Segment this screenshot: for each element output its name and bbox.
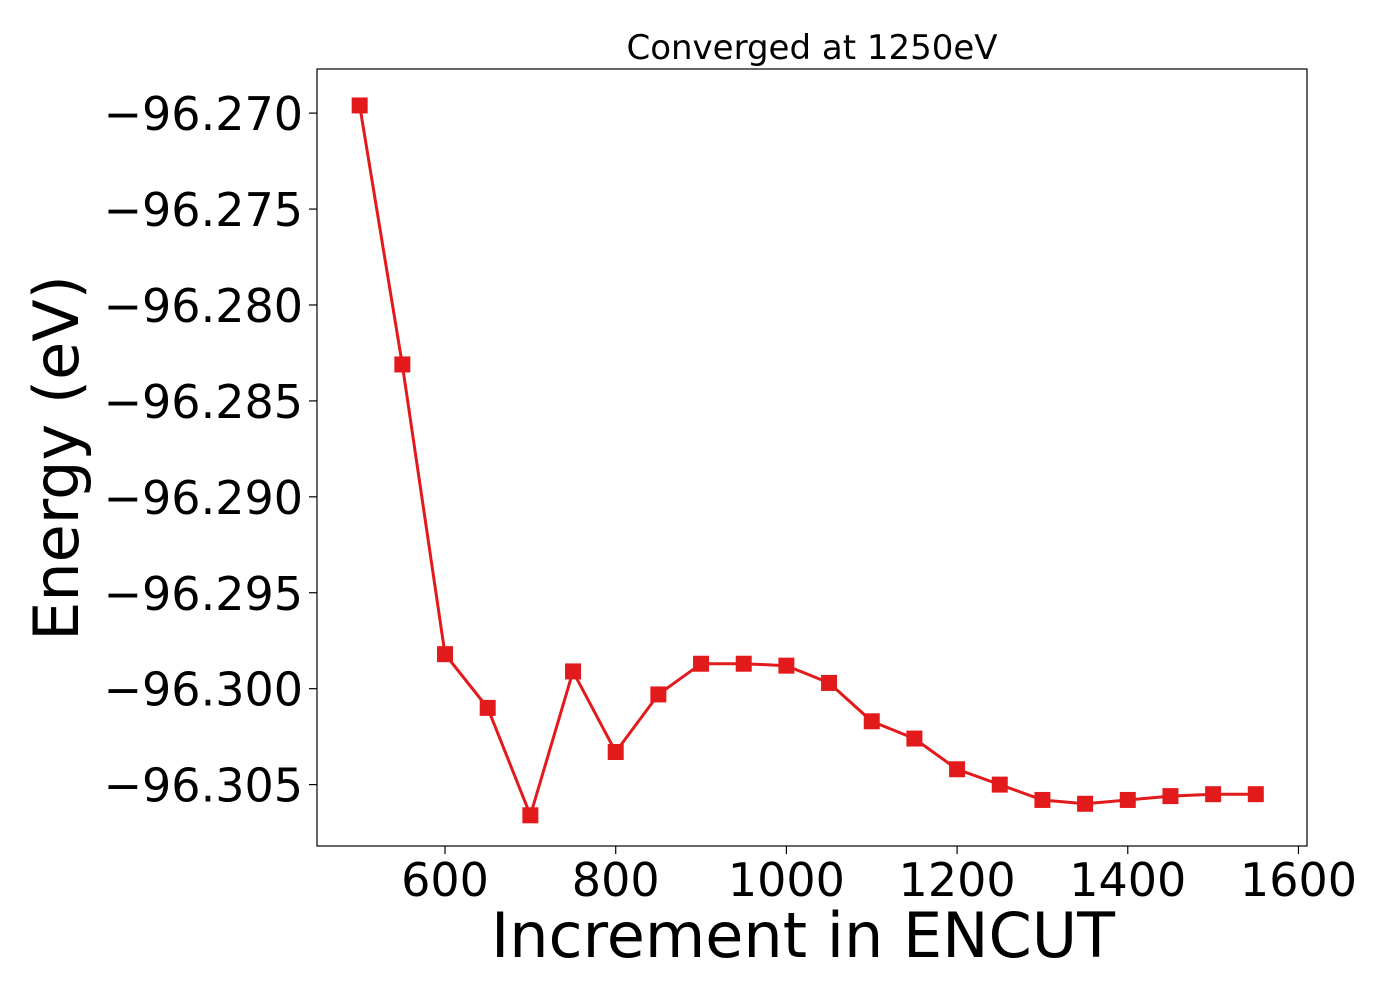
x-tick-label: 1200 <box>899 853 1016 907</box>
y-tick-label: −96.285 <box>104 375 304 429</box>
data-point <box>693 655 710 672</box>
data-point <box>479 699 496 716</box>
y-tick-label: −96.270 <box>104 87 304 141</box>
series-line <box>358 105 1256 820</box>
y-tick-label: −96.275 <box>104 183 304 237</box>
y-axis: −96.270 −96.275 −96.280 −96.285 −96.290 −96.2… <box>104 87 317 813</box>
x-tick-label: 600 <box>401 853 489 907</box>
data-point <box>437 646 454 663</box>
x-tick-label: 1600 <box>1240 853 1357 907</box>
data-point <box>394 356 411 373</box>
data-point <box>607 743 624 760</box>
data-point <box>1119 791 1136 808</box>
data-point <box>949 761 966 778</box>
data-point <box>522 807 539 824</box>
plot-frame <box>316 68 1308 847</box>
chart-title: Converged at 1250eV <box>626 28 997 68</box>
y-tick-label: −96.290 <box>104 471 304 525</box>
data-point <box>1205 786 1222 803</box>
data-point <box>1247 786 1264 803</box>
data-point <box>1162 788 1179 805</box>
y-tick-label: −96.305 <box>104 759 304 813</box>
x-tick-label: 1400 <box>1069 853 1186 907</box>
x-tick-label: 1000 <box>728 853 845 907</box>
data-point <box>565 663 582 680</box>
data-point <box>650 686 667 703</box>
data-point <box>735 655 752 672</box>
y-tick-label: −96.295 <box>104 567 304 621</box>
data-point <box>1034 791 1051 808</box>
data-point <box>351 97 368 114</box>
data-point <box>821 674 838 691</box>
x-axis: 600 800 1000 1200 1400 1600 <box>401 846 1357 907</box>
data-point <box>991 776 1008 793</box>
data-point <box>906 730 923 747</box>
y-tick-label: −96.300 <box>104 663 304 717</box>
data-point <box>778 657 795 674</box>
data-point <box>1077 795 1094 812</box>
y-axis-label: Energy (eV) <box>20 275 93 641</box>
x-axis-label: Increment in ENCUT <box>491 899 1116 972</box>
x-tick-label: 800 <box>572 853 660 907</box>
y-tick-label: −96.280 <box>104 279 304 333</box>
data-point <box>863 713 880 730</box>
series-group <box>351 97 1264 824</box>
